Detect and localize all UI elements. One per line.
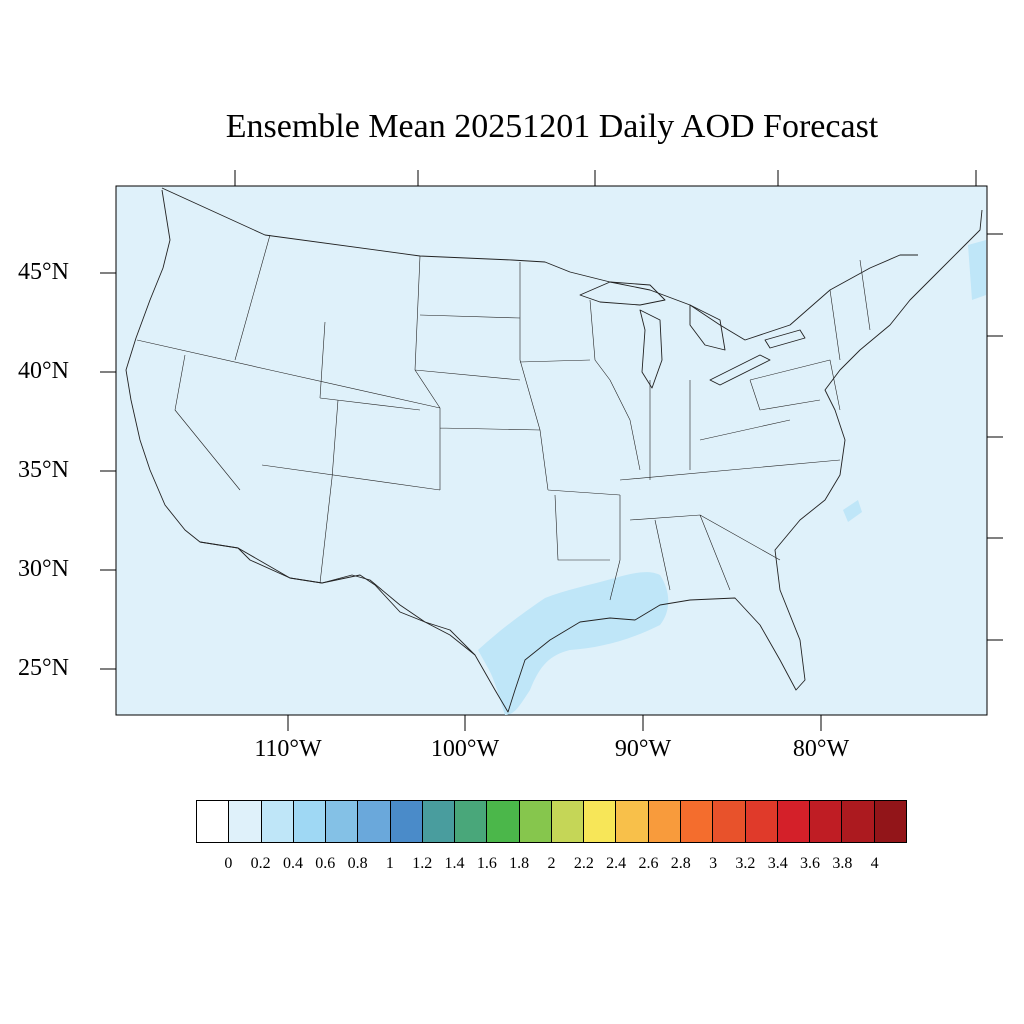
- lon-label-90w: 90°W: [614, 736, 672, 762]
- colorbar-tick-label: 3: [709, 855, 718, 872]
- colorbar-tick-label: 2.8: [670, 855, 691, 872]
- colorbar-tick-label: 3.2: [735, 855, 756, 872]
- colorbar-tick-label: 1: [385, 855, 394, 872]
- colorbar-swatch: [584, 801, 617, 842]
- colorbar-swatch: [455, 801, 488, 842]
- lat-label-45n: 45°N: [18, 259, 69, 285]
- colorbar-tick-label: 3.6: [800, 855, 821, 872]
- colorbar-tick-label: 1.6: [476, 855, 497, 872]
- colorbar-tick-label: 0.6: [315, 855, 336, 872]
- lon-label-80w: 80°W: [792, 736, 850, 762]
- lat-label-25n: 25°N: [18, 655, 69, 681]
- colorbar-swatch: [810, 801, 843, 842]
- colorbar-tick-label: 2.2: [573, 855, 594, 872]
- colorbar-tick-label: 1.2: [412, 855, 433, 872]
- gulf-aod-plume: [478, 572, 669, 715]
- colorbar-tick-label: 0.4: [282, 855, 303, 872]
- colorbar-swatch: [293, 801, 327, 842]
- colorbar-swatch: [487, 801, 520, 842]
- colorbar-tick-label: 3.8: [832, 855, 853, 872]
- map-title: Ensemble Mean 20251201 Daily AOD Forecas…: [225, 108, 879, 145]
- state-lines: [136, 234, 871, 601]
- us-coastline: [125, 189, 983, 713]
- lat-label-30n: 30°N: [18, 556, 69, 582]
- colorbar-swatch: [519, 801, 552, 842]
- colorbar-swatch: [229, 801, 262, 842]
- colorbar-swatch: [680, 801, 714, 842]
- lake-michigan: [639, 309, 663, 389]
- colorbar-swatch: [326, 801, 359, 842]
- colorbar-swatch: [777, 801, 811, 842]
- colorbar-tick-label: 2.6: [638, 855, 659, 872]
- colorbar-tick-label: 1.4: [444, 855, 465, 872]
- colorbar-swatch: [422, 801, 456, 842]
- colorbar-swatch: [745, 801, 778, 842]
- lake-superior: [579, 281, 666, 306]
- colorbar-swatch: [713, 801, 746, 842]
- lake-ontario: [764, 329, 806, 349]
- colorbar-tick-label: 2.4: [606, 855, 627, 872]
- colorbar-swatch: [261, 801, 294, 842]
- colorbar-swatch: [197, 801, 230, 842]
- lon-label-110w: 110°W: [254, 736, 322, 762]
- colorbar-tick-label: 3.4: [767, 855, 788, 872]
- atlantic-aod-patch: [843, 500, 862, 522]
- mexico-border: [199, 541, 476, 656]
- canada-border: [161, 187, 918, 341]
- lat-label-35n: 35°N: [18, 457, 69, 483]
- colorbar-tick-label: 1.8: [509, 855, 530, 872]
- colorbar-tick-label: 4: [870, 855, 879, 872]
- canada-coastal-aod: [968, 240, 986, 300]
- colorbar-swatch: [616, 801, 649, 842]
- colorbar-swatch: [842, 801, 875, 842]
- colorbar-swatch: [551, 801, 585, 842]
- colorbar-tick-label: 0.2: [250, 855, 271, 872]
- colorbar-swatch: [390, 801, 423, 842]
- colorbar: [196, 800, 907, 843]
- lon-label-100w: 100°W: [430, 736, 500, 762]
- colorbar-swatch: [874, 801, 906, 842]
- map-boundaries: [125, 187, 983, 713]
- lat-label-40n: 40°N: [18, 358, 69, 384]
- colorbar-tick-label: 0.8: [347, 855, 368, 872]
- lake-huron: [689, 304, 726, 351]
- lake-erie: [709, 354, 771, 386]
- colorbar-swatch: [648, 801, 681, 842]
- colorbar-swatch: [358, 801, 391, 842]
- frame-ticks: [100, 170, 1003, 731]
- colorbar-tick-label: 0: [224, 855, 233, 872]
- colorbar-tick-label: 2: [547, 855, 556, 872]
